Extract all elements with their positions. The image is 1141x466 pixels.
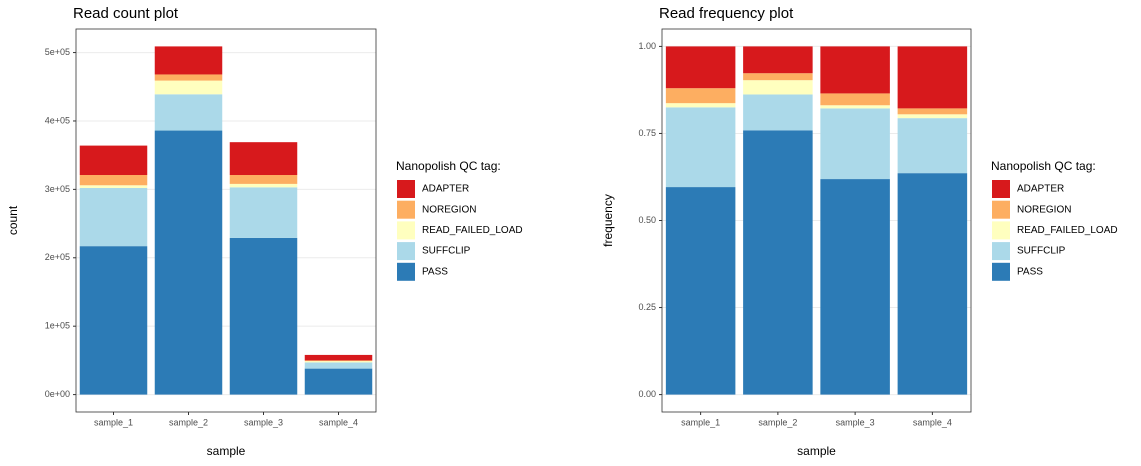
bar-segment: [79, 185, 148, 189]
chart-title: Read count plot: [73, 5, 179, 22]
y-tick-label: 4e+05: [45, 115, 70, 125]
bar-segment: [304, 368, 373, 395]
bar-segment: [229, 187, 298, 238]
bar-segment: [820, 46, 890, 94]
bar-segment: [304, 362, 373, 369]
legend-swatch: [992, 262, 1010, 281]
x-axis-label: sample: [207, 444, 246, 458]
y-tick-label: 0.75: [638, 128, 656, 138]
bar-segment: [820, 105, 890, 109]
bar-segment: [743, 73, 813, 81]
bar-segment: [154, 74, 223, 81]
x-tick-label: sample_1: [681, 417, 720, 427]
y-tick-label: 1.00: [638, 41, 656, 51]
y-axis-label: count: [6, 205, 20, 235]
bar-segment: [665, 107, 736, 188]
x-tick-label: sample_3: [836, 417, 875, 427]
bar-segment: [79, 188, 148, 247]
x-tick-label: sample_1: [94, 417, 133, 427]
legend-swatch: [397, 242, 415, 261]
bar-segment: [229, 175, 298, 184]
bar-segment: [229, 142, 298, 176]
bar-segment: [743, 80, 813, 95]
bar-segment: [154, 94, 223, 131]
bar-segment: [304, 360, 373, 362]
bar-segment: [897, 114, 968, 119]
y-tick-label: 5e+05: [45, 47, 70, 57]
bar-segment: [154, 80, 223, 95]
bar-segment: [743, 46, 813, 74]
bar-segment: [79, 145, 148, 176]
legend-label: PASS: [1017, 266, 1043, 277]
legend-title: Nanopolish QC tag:: [991, 159, 1096, 173]
bar-segment: [820, 93, 890, 106]
legend-swatch: [397, 221, 415, 240]
legend-swatch: [992, 180, 1010, 198]
plot-border: [661, 28, 972, 413]
bar-segment: [665, 46, 736, 89]
bar-segment: [229, 237, 298, 395]
legend-label: NOREGION: [422, 204, 476, 215]
legend-label: READ_FAILED_LOAD: [422, 225, 523, 236]
y-tick-label: 0.25: [638, 302, 656, 312]
x-tick-label: sample_2: [169, 417, 208, 427]
x-axis-label: sample: [797, 444, 836, 458]
x-tick-label: sample_4: [913, 417, 952, 427]
y-tick-label: 1e+05: [45, 321, 70, 331]
bar-segment: [897, 173, 968, 395]
bar-segment: [79, 175, 148, 186]
bar-segment: [665, 88, 736, 104]
plot-border: [75, 28, 377, 413]
y-tick-label: 0e+00: [45, 389, 70, 399]
legend-label: ADAPTER: [1017, 184, 1064, 195]
legend-swatch: [397, 180, 415, 198]
legend-swatch: [992, 242, 1010, 261]
legend-swatch: [397, 200, 415, 219]
y-tick-label: 3e+05: [45, 184, 70, 194]
bar-segment: [304, 354, 373, 361]
legend-swatch: [992, 221, 1010, 240]
bar-segment: [154, 130, 223, 395]
bar-segment: [665, 103, 736, 108]
legend-label: SUFFCLIP: [422, 246, 471, 257]
x-tick-label: sample_2: [758, 417, 797, 427]
bar-segment: [154, 46, 223, 75]
bar-segment: [897, 108, 968, 115]
bar-segment: [743, 94, 813, 131]
legend-label: PASS: [422, 266, 448, 277]
legend-label: NOREGION: [1017, 204, 1071, 215]
bar-segment: [229, 183, 298, 188]
legend-label: SUFFCLIP: [1017, 246, 1066, 257]
legend-swatch: [397, 262, 415, 281]
x-tick-label: sample_3: [244, 417, 283, 427]
y-tick-label: 2e+05: [45, 252, 70, 262]
bar-segment: [897, 46, 968, 109]
legend-swatch: [992, 200, 1010, 219]
x-tick-label: sample_4: [319, 417, 358, 427]
legend-label: ADAPTER: [422, 184, 469, 195]
bar-segment: [304, 361, 373, 363]
bar-segment: [820, 108, 890, 180]
y-axis-label: frequency: [601, 194, 615, 247]
bar-segment: [897, 118, 968, 174]
y-tick-label: 0.50: [638, 215, 656, 225]
bar-segment: [743, 130, 813, 395]
bar-segment: [820, 179, 890, 395]
bar-segment: [665, 187, 736, 395]
y-tick-label: 0.00: [638, 389, 656, 399]
legend-title: Nanopolish QC tag:: [396, 159, 501, 173]
legend-label: READ_FAILED_LOAD: [1017, 225, 1118, 236]
chart-title: Read frequency plot: [659, 5, 794, 22]
bar-segment: [79, 246, 148, 395]
